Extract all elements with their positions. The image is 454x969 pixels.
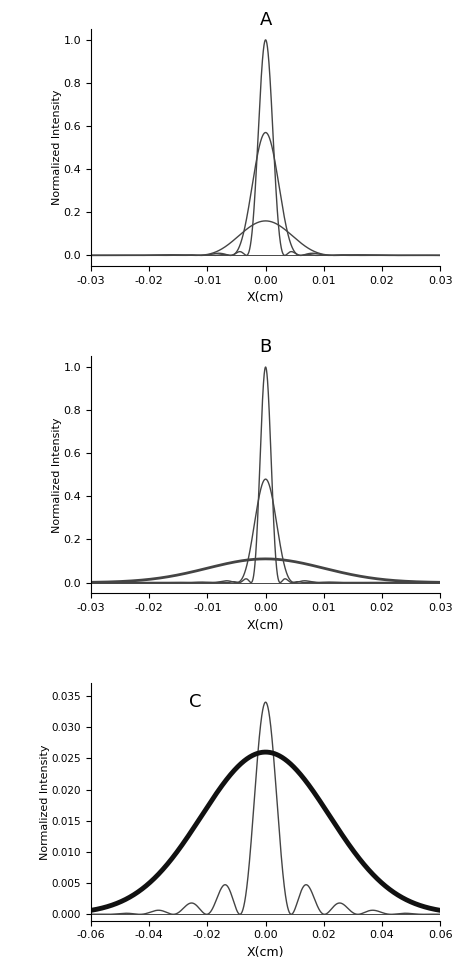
X-axis label: X(cm): X(cm) bbox=[247, 292, 284, 304]
Y-axis label: Normalized Intensity: Normalized Intensity bbox=[40, 744, 50, 860]
Text: C: C bbox=[189, 693, 202, 711]
Title: B: B bbox=[260, 338, 271, 356]
Y-axis label: Normalized Intensity: Normalized Intensity bbox=[52, 417, 62, 533]
Title: A: A bbox=[259, 11, 272, 29]
X-axis label: X(cm): X(cm) bbox=[247, 946, 284, 959]
X-axis label: X(cm): X(cm) bbox=[247, 618, 284, 632]
Y-axis label: Normalized Intensity: Normalized Intensity bbox=[52, 90, 62, 205]
